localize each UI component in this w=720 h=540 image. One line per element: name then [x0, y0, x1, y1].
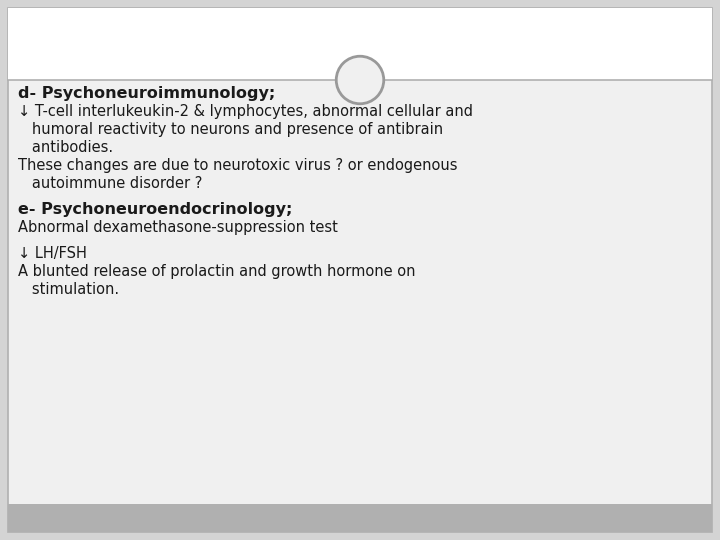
Text: ↓ LH/FSH: ↓ LH/FSH: [18, 246, 87, 261]
Text: antibodies.: antibodies.: [18, 140, 113, 155]
Text: Abnormal dexamethasone-suppression test: Abnormal dexamethasone-suppression test: [18, 220, 338, 235]
Text: autoimmune disorder ?: autoimmune disorder ?: [18, 176, 202, 191]
Text: humoral reactivity to neurons and presence of antibrain: humoral reactivity to neurons and presen…: [18, 122, 443, 137]
Text: stimulation.: stimulation.: [18, 282, 119, 297]
Text: A blunted release of prolactin and growth hormone on: A blunted release of prolactin and growt…: [18, 264, 415, 279]
Text: ↓ T-cell interlukeukin-2 & lymphocytes, abnormal cellular and: ↓ T-cell interlukeukin-2 & lymphocytes, …: [18, 104, 473, 119]
Text: d- Psychoneuroimmunology;: d- Psychoneuroimmunology;: [18, 86, 275, 101]
Text: e- Psychoneuroendocrinology;: e- Psychoneuroendocrinology;: [18, 202, 292, 217]
Text: These changes are due to neurotoxic virus ? or endogenous: These changes are due to neurotoxic viru…: [18, 158, 457, 173]
